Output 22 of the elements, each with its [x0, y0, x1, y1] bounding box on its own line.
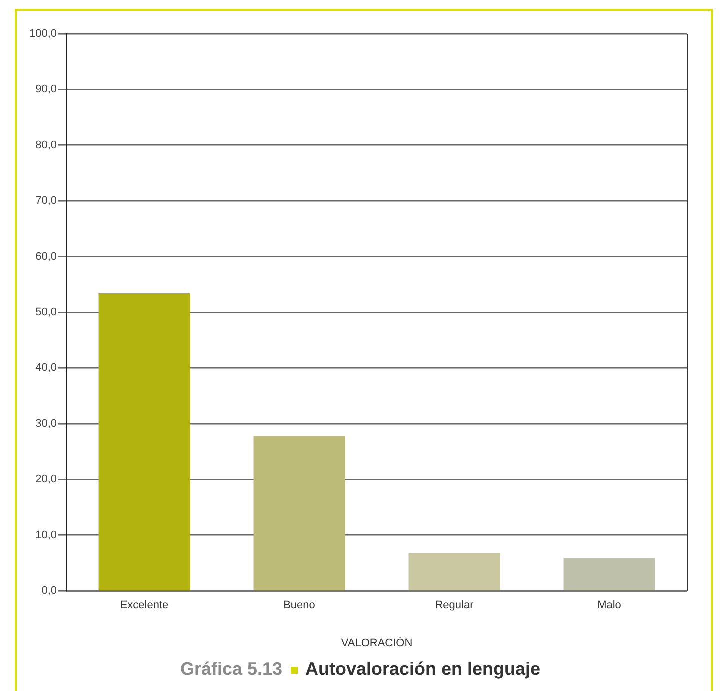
bar [254, 436, 346, 590]
y-tick-label: 20,0 [36, 474, 57, 486]
y-tick-label: 30,0 [36, 418, 57, 430]
bar [564, 558, 656, 590]
y-tick-label: 90,0 [36, 84, 57, 96]
text: Gráfica 5.13 [180, 659, 283, 679]
x-tick-label: Excelente [120, 600, 169, 612]
y-tick-label: 60,0 [36, 250, 57, 263]
y-tick-label: 40,0 [36, 362, 57, 374]
y-tick-label: 10,0 [36, 529, 57, 542]
y-tick-label: 50,0 [36, 306, 57, 319]
text: Autovaloración en lenguaje [306, 659, 541, 679]
x-tick-label: Malo [598, 600, 622, 612]
bar [98, 294, 190, 590]
bar [408, 553, 500, 590]
x-tick-label: Bueno [284, 600, 316, 612]
y-tick-label: 80,0 [36, 139, 57, 152]
y-tick-label: 70,0 [36, 195, 57, 208]
x-tick-label: Regular [435, 600, 474, 612]
y-tick-label: 0,0 [42, 585, 57, 598]
y-tick-label: 100,0 [29, 28, 57, 40]
x-axis-title: VALORACIÓN [341, 636, 413, 650]
